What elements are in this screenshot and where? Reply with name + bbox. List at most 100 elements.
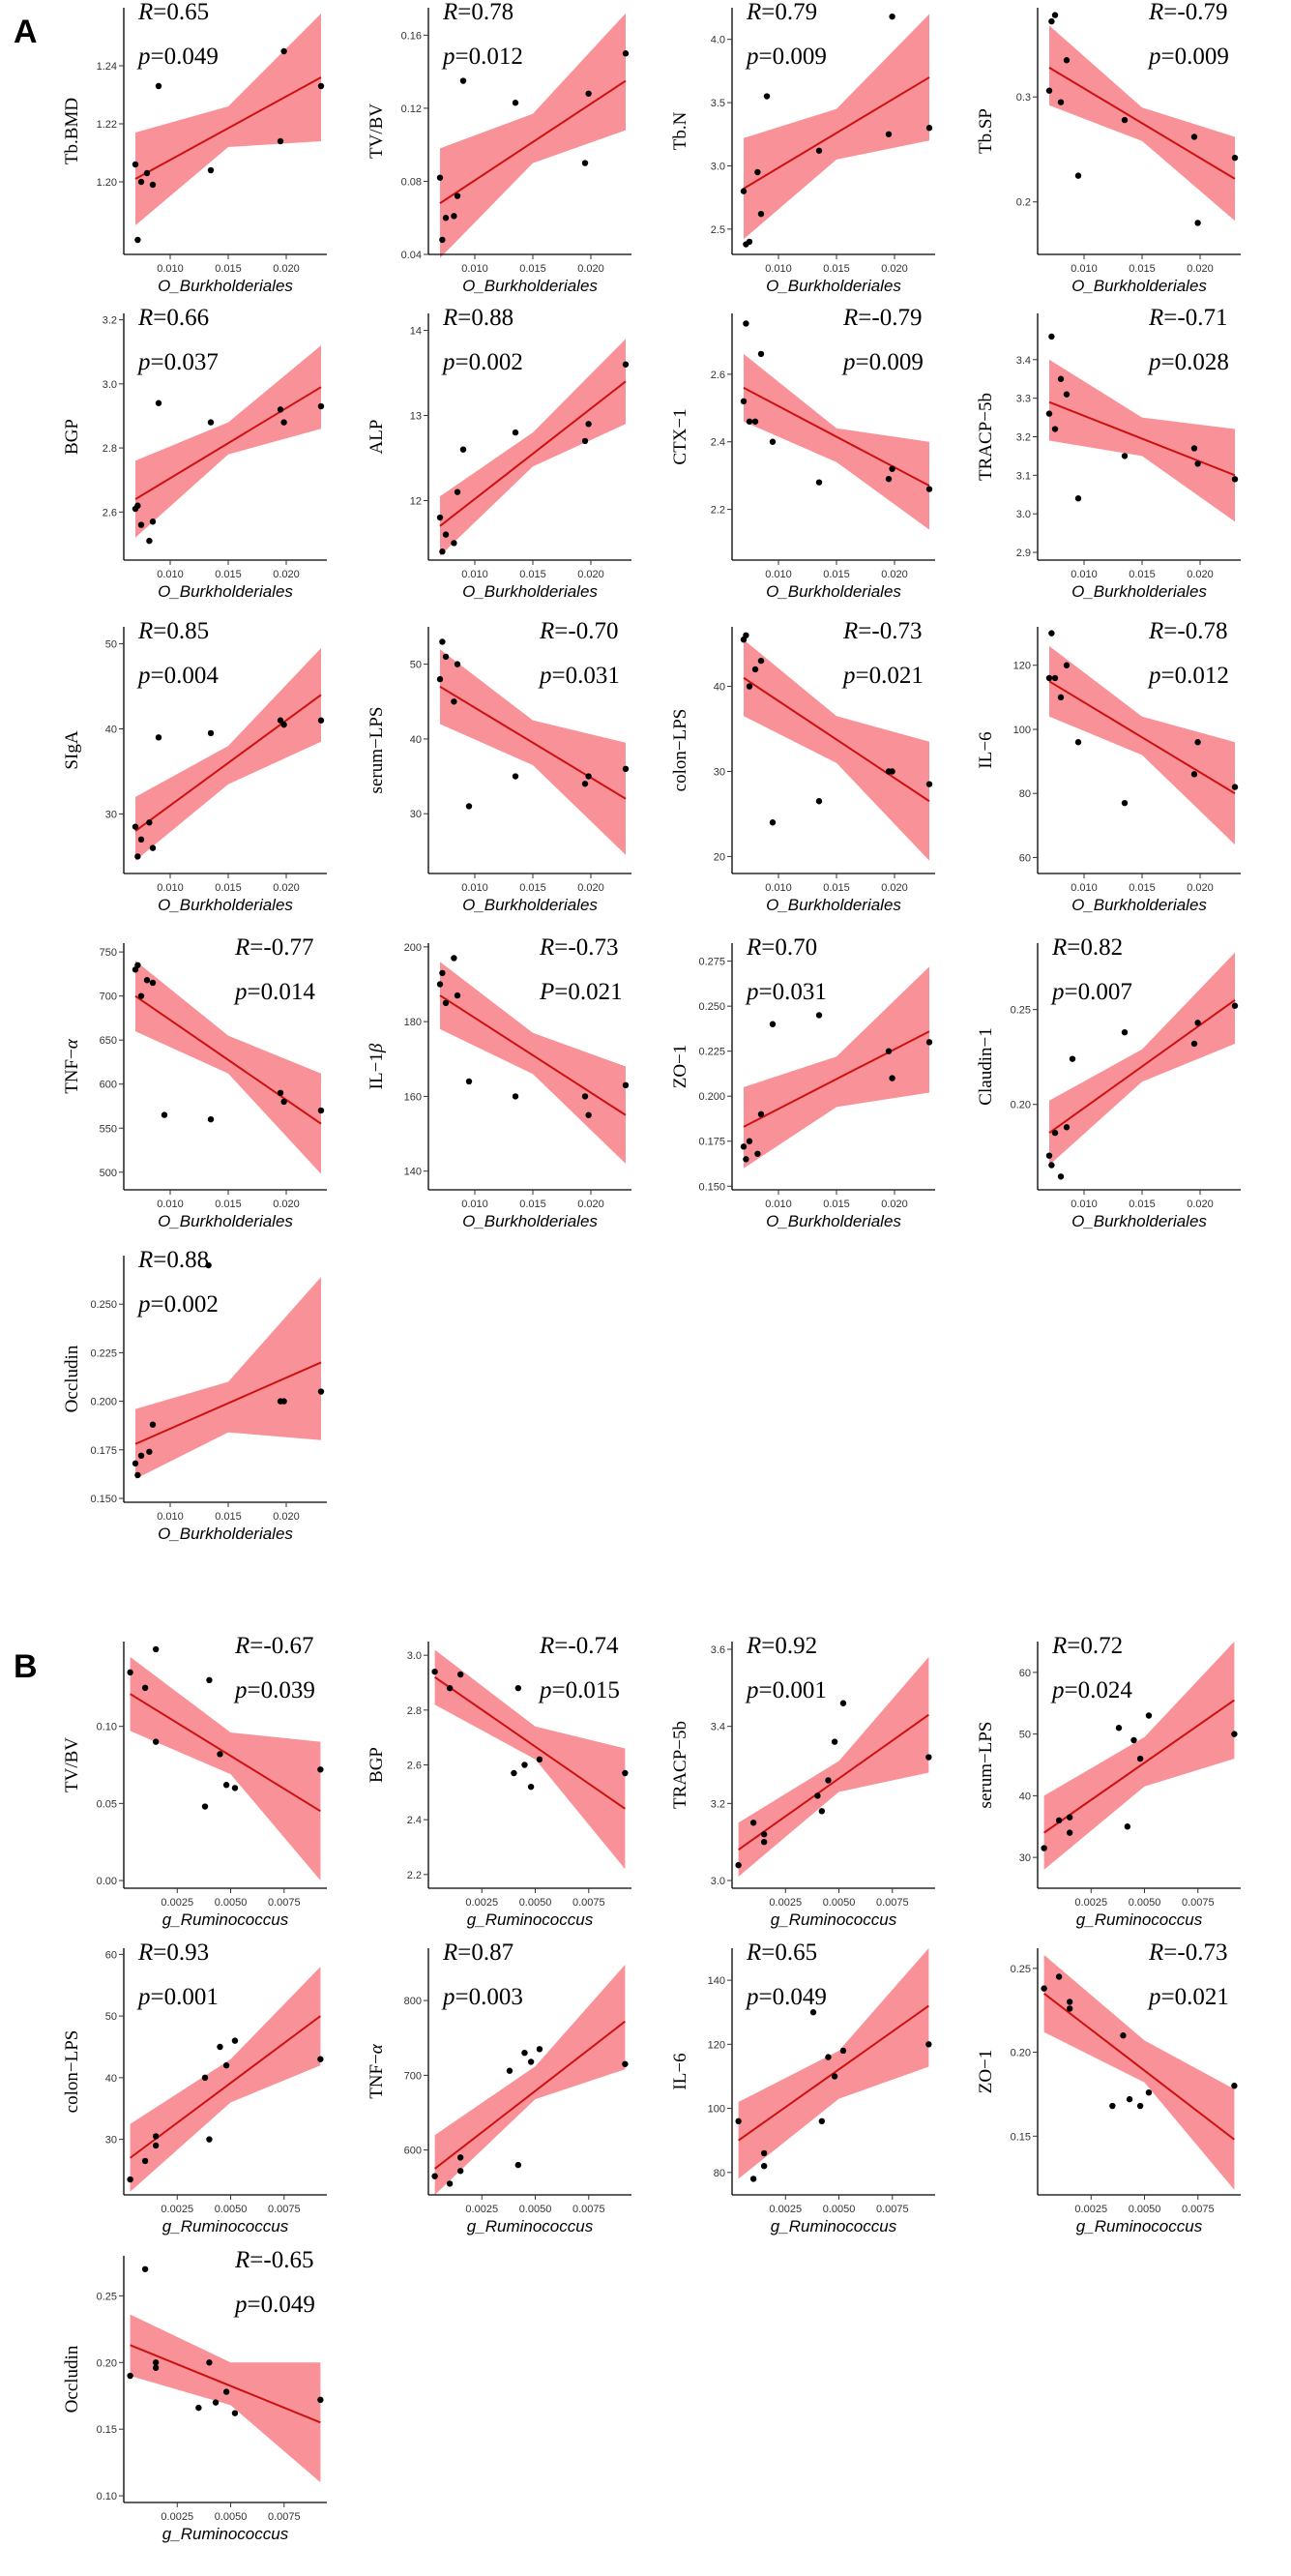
data-point	[149, 518, 157, 525]
y-tick-label: 50	[105, 2011, 117, 2023]
data-point	[454, 661, 461, 667]
y-tick-label: 60	[1019, 1668, 1031, 1679]
data-point	[143, 169, 151, 177]
data-point	[740, 398, 748, 405]
y-tick-label: 40	[714, 682, 725, 694]
data-point	[436, 981, 444, 988]
p-value: p=0.012	[1147, 663, 1229, 689]
y-tick-label: 600	[100, 1080, 117, 1091]
data-point	[317, 1388, 325, 1395]
regression-line	[1043, 1993, 1235, 2141]
confidence-band	[440, 13, 626, 258]
y-tick-label: 1.24	[97, 61, 117, 73]
x-tick-label: 0.0025	[161, 2511, 193, 2523]
data-point	[1055, 1973, 1063, 1980]
y-tick-label: 3.5	[711, 98, 725, 109]
data-point	[1231, 476, 1239, 483]
confidence-band	[135, 648, 321, 861]
data-point	[217, 1751, 223, 1758]
panels: 0.010 0.015 0.020 1.20 1.22 1.24 O_Burkholderi…	[62, 0, 1241, 2543]
r-value: R=0.93	[137, 1939, 209, 1966]
x-axis-label: O_Burkholderiales	[462, 896, 598, 914]
regression-line	[1048, 999, 1236, 1134]
confidence-band	[1043, 1954, 1235, 2190]
data-point	[760, 2149, 768, 2157]
confidence-band	[738, 1656, 929, 1877]
data-point	[1074, 172, 1082, 179]
data-point	[889, 465, 895, 472]
data-point	[757, 350, 765, 358]
data-point	[277, 137, 284, 145]
x-tick-label: 0.020	[577, 263, 604, 275]
y-tick-label: 3.0	[407, 1650, 422, 1662]
x-axis-label: O_Burkholderiales	[766, 1212, 901, 1230]
x-tick-label: 0.020	[881, 569, 908, 580]
data-point	[814, 1792, 821, 1799]
data-point	[1045, 410, 1053, 417]
panel-20: 0.0025 0.0050 0.0075 3.0 3.2 3.4 3.6 g_Ruminoco…	[670, 1633, 935, 1929]
data-point	[925, 2041, 932, 2048]
y-tick-label: 160	[404, 1091, 422, 1103]
data-point	[231, 2410, 239, 2416]
y-axis-label: serum−LPS	[367, 707, 387, 794]
data-point	[1124, 1823, 1131, 1830]
r-value: R=0.79	[746, 0, 817, 25]
x-axis-label: O_Burkholderiales	[1071, 896, 1207, 914]
data-point	[132, 823, 139, 830]
regression-line	[1048, 66, 1236, 180]
x-tick-label: 0.0050	[215, 1897, 248, 1909]
x-tick-label: 0.020	[1187, 263, 1214, 275]
y-tick-label: 0.225	[90, 1347, 117, 1359]
confidence-band	[135, 14, 321, 225]
p-value: p=0.037	[136, 349, 219, 375]
confidence-band	[130, 1967, 321, 2192]
y-tick-label: 30	[105, 2135, 117, 2147]
p-value: p=0.039	[233, 1677, 315, 1703]
panel-9: 0.010 0.015 0.020 30 40 50 O_Burkholderiales SI…	[62, 618, 327, 914]
data-point	[514, 1684, 522, 1692]
x-tick-label: 0.0075	[268, 2204, 301, 2215]
x-tick-label: 0.020	[577, 882, 604, 894]
y-axis-label: Occludin	[62, 1345, 82, 1412]
x-tick-label: 0.020	[273, 569, 300, 580]
data-point	[277, 406, 284, 413]
data-point	[825, 2054, 832, 2060]
data-point	[1190, 445, 1198, 452]
data-point	[152, 2359, 160, 2366]
data-point	[757, 1110, 765, 1118]
y-axis-label: IL−6	[670, 2053, 690, 2089]
y-tick-label: 3.3	[1016, 394, 1031, 405]
data-point	[207, 729, 215, 737]
panel-1: 0.010 0.015 0.020 1.20 1.22 1.24 O_Burkholderi…	[62, 0, 327, 295]
y-axis-label: ALP	[367, 420, 387, 455]
y-tick-label: 0.150	[698, 1181, 725, 1193]
data-point	[132, 161, 139, 168]
x-axis-label: O_Burkholderiales	[158, 1212, 293, 1230]
y-tick-label: 12	[410, 495, 422, 507]
data-point	[1074, 739, 1082, 746]
data-point	[585, 90, 592, 97]
data-point	[831, 2073, 838, 2080]
data-point	[439, 638, 446, 645]
data-point	[201, 2074, 209, 2082]
data-point	[1048, 333, 1055, 341]
data-point	[735, 2117, 742, 2125]
p-value: p=0.024	[1050, 1677, 1132, 1703]
y-tick-label: 0.275	[698, 957, 725, 968]
regression-line	[1043, 1699, 1235, 1834]
y-axis-label: Claudin−1	[976, 1027, 996, 1105]
data-point	[1190, 133, 1198, 140]
x-axis-label: O_Burkholderiales	[766, 582, 901, 601]
data-point	[459, 77, 467, 84]
data-point	[769, 819, 777, 826]
data-point	[146, 1448, 153, 1455]
data-point	[1190, 1040, 1198, 1048]
data-point	[143, 977, 151, 984]
y-tick-label: 0.2	[1016, 197, 1031, 209]
data-point	[206, 2136, 213, 2143]
y-tick-label: 50	[410, 660, 422, 671]
data-point	[1231, 784, 1239, 790]
data-point	[1048, 17, 1055, 25]
y-tick-label: 0.250	[90, 1299, 117, 1311]
x-axis-label: O_Burkholderiales	[462, 1212, 598, 1230]
